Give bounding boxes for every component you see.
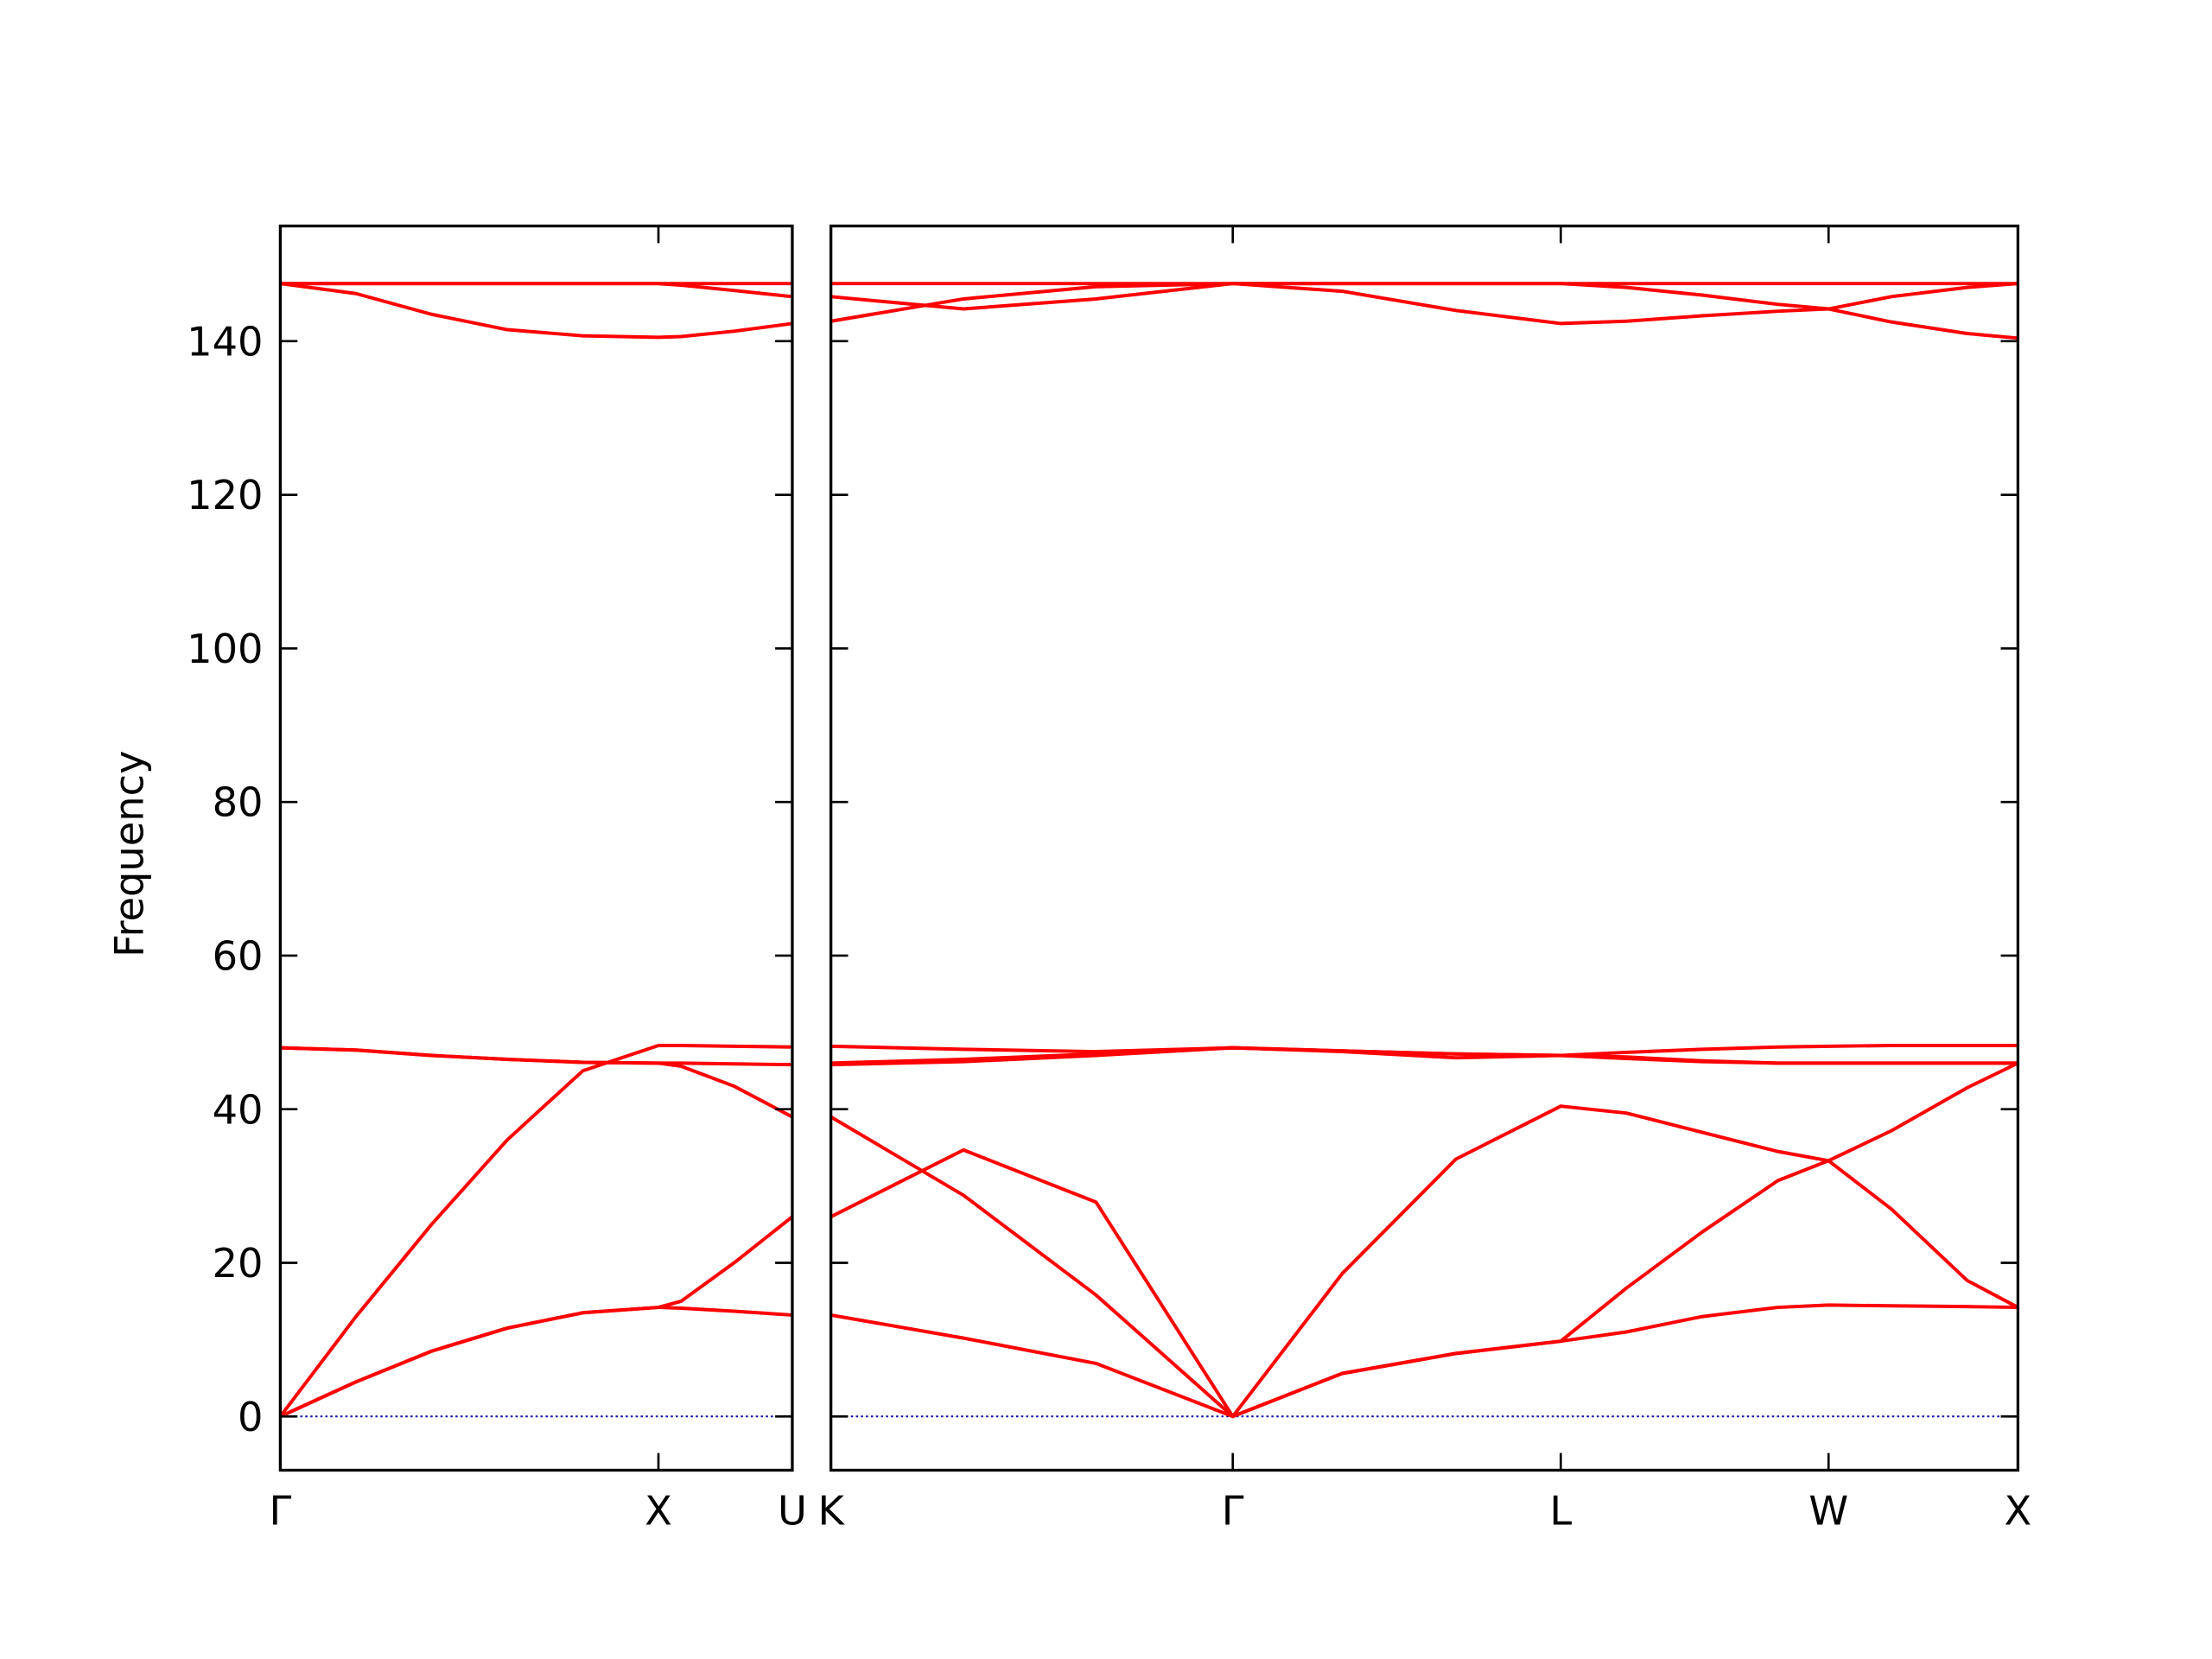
x-tick-label: W <box>1808 1487 1848 1534</box>
y-tick-label: 60 <box>213 933 264 980</box>
band-line <box>280 1046 793 1119</box>
band-line <box>830 282 2018 340</box>
band-line <box>280 282 793 299</box>
band-line <box>830 1147 2019 1419</box>
band-line <box>830 1043 2018 1058</box>
band-line <box>830 1303 2018 1419</box>
y-tick-label: 20 <box>213 1240 264 1287</box>
band-line <box>830 1061 2019 1419</box>
x-tick-label: L <box>1549 1487 1572 1534</box>
band-line <box>278 1043 792 1418</box>
y-tick-label: 80 <box>213 779 264 826</box>
x-tick-label: X <box>645 1487 672 1534</box>
x-tick-label: U <box>778 1487 807 1534</box>
y-tick-label: 40 <box>213 1086 264 1133</box>
x-tick-label: X <box>2005 1487 2032 1534</box>
y-tick-label: 100 <box>187 626 263 672</box>
band-line <box>279 1215 794 1419</box>
y-axis-label: Frequency <box>106 750 153 957</box>
y-tick-label: 120 <box>187 472 263 518</box>
band-line <box>280 282 793 340</box>
x-tick-label: Γ <box>1222 1487 1244 1534</box>
axes-frame <box>278 224 794 1472</box>
band-line <box>830 282 2018 326</box>
axes-frame <box>829 224 2020 1472</box>
band-line <box>830 1046 2018 1067</box>
x-tick-label: Γ <box>270 1487 292 1534</box>
y-tick-label: 0 <box>238 1394 263 1440</box>
y-tick-label: 140 <box>187 318 263 365</box>
x-tick-label: K <box>817 1487 845 1534</box>
